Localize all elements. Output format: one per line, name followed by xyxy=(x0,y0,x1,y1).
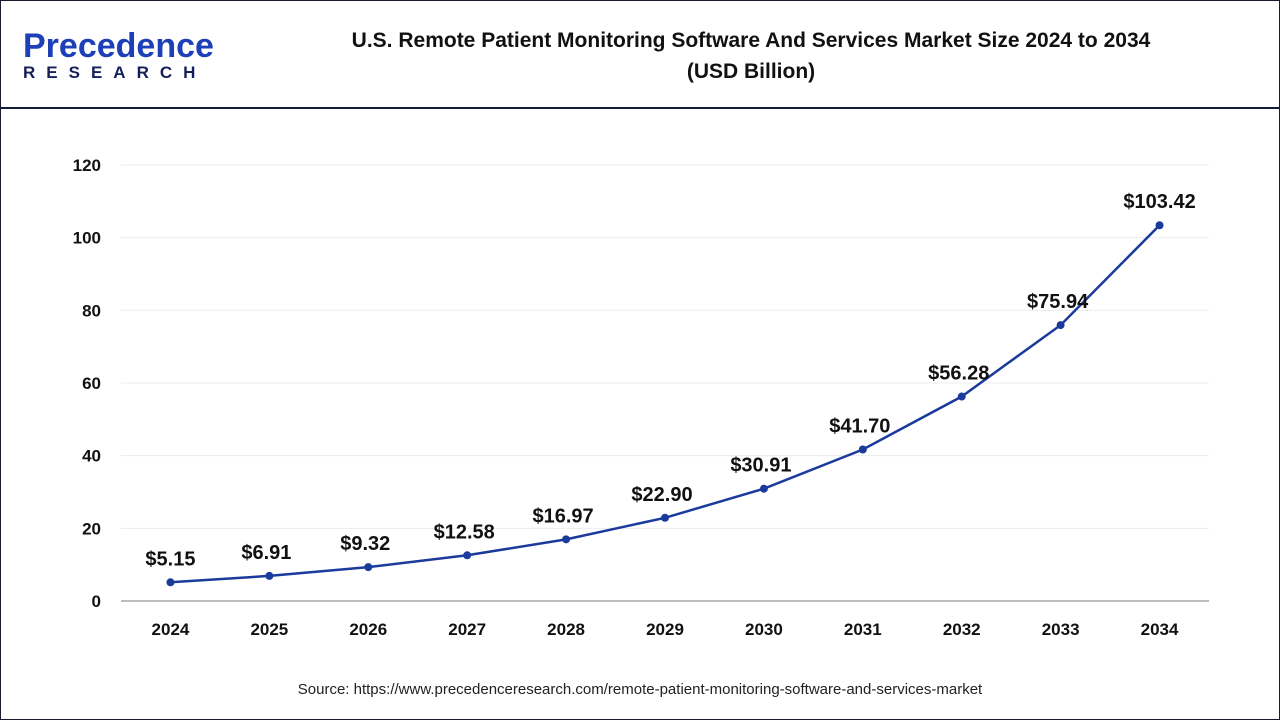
data-label: $16.97 xyxy=(533,505,594,527)
data-point xyxy=(661,513,669,522)
logo-line2: RESEARCH xyxy=(23,63,207,82)
x-tick-label: 2025 xyxy=(250,620,288,639)
data-point xyxy=(562,535,571,544)
data-point xyxy=(759,484,768,493)
x-tick-label: 2024 xyxy=(152,620,190,639)
y-tick-label: 0 xyxy=(92,592,101,611)
y-tick-label: 60 xyxy=(82,374,101,393)
y-tick-label: 120 xyxy=(73,156,101,175)
logo: Precedence RESEARCH xyxy=(23,29,214,83)
data-label: $5.15 xyxy=(145,548,195,570)
data-point xyxy=(463,551,472,560)
x-tick-label: 2028 xyxy=(547,620,585,639)
x-tick-label: 2031 xyxy=(844,620,882,639)
data-point xyxy=(166,578,175,587)
header: Precedence RESEARCH U.S. Remote Patient … xyxy=(1,1,1279,109)
x-tick-label: 2030 xyxy=(745,620,783,639)
data-label: $41.70 xyxy=(829,415,890,437)
data-point xyxy=(957,392,966,401)
data-label: $22.90 xyxy=(631,484,692,506)
x-tick-label: 2027 xyxy=(448,620,486,639)
data-point xyxy=(265,571,274,580)
data-label: $9.32 xyxy=(340,533,390,555)
data-point xyxy=(364,563,373,572)
data-point xyxy=(858,445,867,454)
x-tick-label: 2034 xyxy=(1141,620,1179,639)
source-note: Source: https://www.precedenceresearch.c… xyxy=(297,681,983,698)
data-label: $6.91 xyxy=(241,542,291,564)
data-point xyxy=(1056,321,1065,330)
x-tick-label: 2026 xyxy=(349,620,387,639)
title-line1: U.S. Remote Patient Monitoring Software … xyxy=(351,29,1151,52)
data-label: $12.58 xyxy=(434,521,495,543)
y-tick-label: 20 xyxy=(82,519,101,538)
x-tick-label: 2032 xyxy=(943,620,981,639)
y-tick-label: 80 xyxy=(82,301,101,320)
x-tick-label: 2033 xyxy=(1042,620,1080,639)
data-label: $75.94 xyxy=(1027,291,1089,313)
data-label: $30.91 xyxy=(730,455,791,477)
logo-line1: Precedence xyxy=(23,27,214,65)
data-point xyxy=(1155,221,1164,230)
y-tick-label: 100 xyxy=(73,229,101,248)
title-line2: (USD Billion) xyxy=(686,60,816,83)
y-tick-label: 40 xyxy=(82,447,101,466)
data-label: $56.28 xyxy=(928,363,989,385)
x-tick-label: 2029 xyxy=(646,620,684,639)
data-label: $103.42 xyxy=(1123,191,1195,213)
chart-title: U.S. Remote Patient Monitoring Software … xyxy=(271,25,1231,87)
